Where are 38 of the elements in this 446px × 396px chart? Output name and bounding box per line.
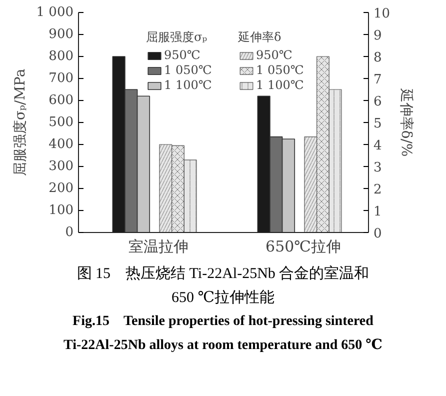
y-tick-label: 0 bbox=[65, 225, 74, 240]
y-tick-label: 200 bbox=[48, 181, 74, 196]
legend-label: 1 100℃ bbox=[164, 78, 212, 92]
y2-tick-label: 0 bbox=[374, 226, 382, 242]
y2-tick-label: 9 bbox=[374, 28, 382, 44]
caption: 图 15 热压烧结 Ti-22Al-25Nb 合金的室温和 bbox=[76, 264, 370, 284]
y-tick-label: 700 bbox=[48, 71, 74, 86]
y2-tick-label: 7 bbox=[374, 72, 382, 88]
caption: Fig.15 Tensile properties of hot-pressing sintered bbox=[72, 313, 374, 331]
x-tick-label: 650℃拉伸 bbox=[266, 238, 341, 256]
y-axis-title: 屈服强度σₚ/MPa bbox=[12, 68, 28, 176]
annotation: 延伸率δ bbox=[238, 29, 282, 46]
x-tick-label: 室温拉伸 bbox=[128, 238, 188, 256]
y-tick-label: 500 bbox=[48, 115, 74, 130]
y-tick-label: 900 bbox=[48, 27, 74, 42]
y2-tick-label: 1 bbox=[374, 204, 382, 220]
y-tick-label: 400 bbox=[48, 137, 74, 152]
text: Ti-22Al-25Nb alloys at room temperature and 650 ℃ bbox=[64, 337, 382, 355]
y2-tick-label: 8 bbox=[374, 50, 382, 66]
annotation: 屈服强度σₚ bbox=[146, 29, 208, 46]
y2-tick-label: 5 bbox=[374, 116, 382, 132]
y2-tick-label: 3 bbox=[374, 160, 382, 176]
text: 650 ℃拉伸性能 bbox=[171, 288, 275, 308]
y2-tick-label: 4 bbox=[374, 138, 382, 154]
legend-label: 950℃ bbox=[164, 48, 200, 62]
y-tick-label: 800 bbox=[48, 49, 74, 64]
y-tick-label: 300 bbox=[48, 159, 74, 174]
legend-label: 1 050℃ bbox=[164, 63, 212, 77]
y2-tick-label: 2 bbox=[374, 182, 382, 198]
y-tick-label: 1 000 bbox=[36, 5, 74, 20]
y2-tick-label: 10 bbox=[374, 6, 390, 22]
legend-label: 1 100℃ bbox=[256, 78, 304, 92]
y-tick-label: 600 bbox=[48, 93, 74, 108]
legend-label: 950℃ bbox=[256, 48, 292, 62]
legend-label: 1 050℃ bbox=[256, 63, 304, 77]
y2-tick-label: 6 bbox=[374, 94, 382, 110]
y-tick-label: 100 bbox=[48, 203, 74, 218]
y2-axis-title: 延伸率δ/% bbox=[398, 87, 414, 157]
